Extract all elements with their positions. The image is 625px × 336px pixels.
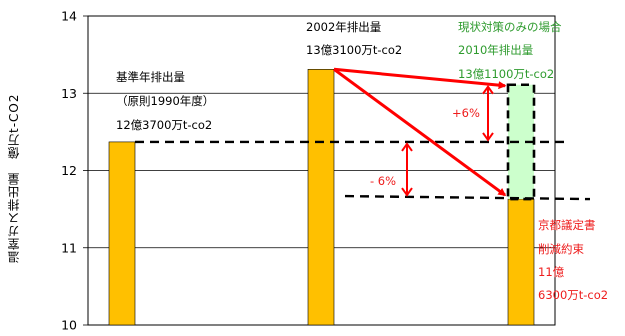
minus-six-percent-arrow-head-top xyxy=(401,142,413,152)
bar xyxy=(307,69,335,326)
overlay-lines xyxy=(135,67,591,201)
y-axis-title: 温室ガス排出量 億万t-CO2 xyxy=(7,93,21,263)
base-year-label-3: 12億3700万t-co2 xyxy=(116,118,213,132)
current-policy-label-3: 13億1100万t-co2 xyxy=(458,67,555,81)
bar xyxy=(108,141,136,326)
y-tick-label: 10 xyxy=(61,318,77,333)
base-year-label-1: 基準年排出量 xyxy=(116,70,185,84)
plus-six-percent-arrow-head-bottom xyxy=(482,132,494,142)
plus-six-percent-arrow-head-top xyxy=(482,85,494,95)
y-tick-label: 13 xyxy=(61,86,77,101)
y-tick-label: 12 xyxy=(61,163,77,178)
y2002-label-1: 2002年排出量 xyxy=(306,20,382,34)
minus-six-percent-arrow-head-bottom xyxy=(401,187,413,197)
bar xyxy=(507,198,535,326)
minus-six-percent-label: - 6% xyxy=(370,174,397,188)
kyoto-label-1: 京都議定書 xyxy=(538,218,596,232)
kyoto-label-2: 削減約束 xyxy=(538,242,584,256)
plus-six-percent-label: +6% xyxy=(452,106,480,120)
arrow-to-current-policy xyxy=(333,67,507,90)
y-tick-label: 11 xyxy=(61,240,77,255)
base-year-label-2: （原則1990年度） xyxy=(116,94,215,108)
current-policy-label-1: 現状対策のみの場合 xyxy=(458,20,562,34)
current-policy-label-2: 2010年排出量 xyxy=(458,43,534,57)
y-tick-label: 14 xyxy=(61,9,77,24)
y-tick-labels: 10 11 12 13 14 xyxy=(61,9,77,333)
y2002-label-2: 13億3100万t-co2 xyxy=(306,43,403,57)
bars xyxy=(108,69,535,326)
kyoto-label-4: 6300万t-co2 xyxy=(538,288,609,302)
kyoto-label-3: 11億 xyxy=(538,265,565,279)
kyoto-target-dashed-line xyxy=(344,194,591,201)
arrow-to-kyoto-target xyxy=(333,68,507,197)
